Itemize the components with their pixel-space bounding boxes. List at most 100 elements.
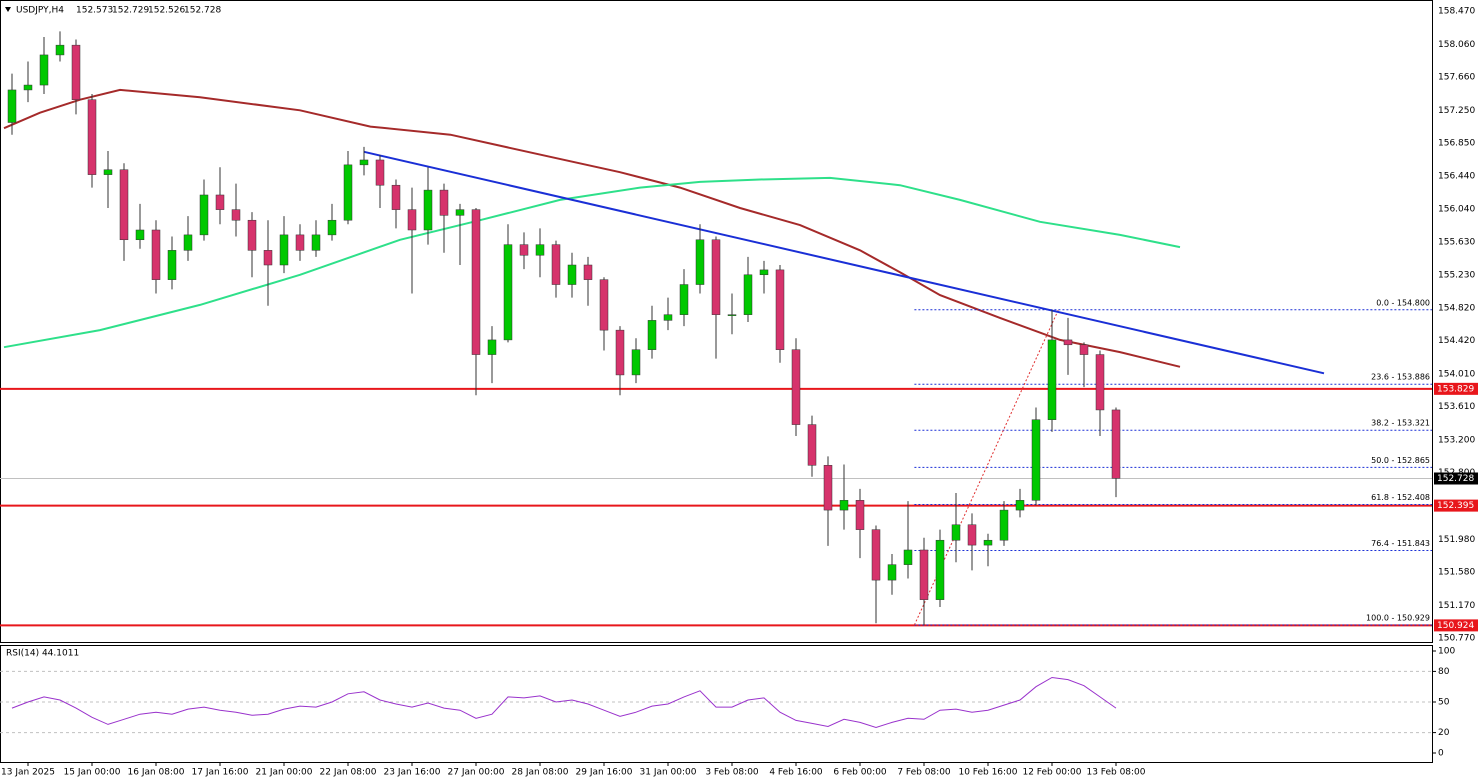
candle-body: [1063, 339, 1073, 346]
y-tick-label: 154.820: [1438, 304, 1475, 314]
x-tick-label: 23 Jan 16:00: [384, 768, 441, 778]
grid-layer: [0, 650, 1436, 766]
candle-body: [167, 250, 177, 280]
label-layer: USDJPY,H4 152.573 152.729 152.526 152.72…: [1, 6, 1478, 778]
candle-body: [583, 264, 593, 280]
rsi-tick-label: 20: [1438, 728, 1450, 738]
candle-body: [119, 169, 129, 241]
candle-body: [903, 549, 913, 565]
candle-body: [23, 84, 33, 91]
candle-body: [375, 159, 385, 186]
candle-body: [295, 234, 305, 251]
header-close: 152.728: [184, 6, 221, 16]
y-tick-label: 156.440: [1438, 172, 1475, 182]
x-tick-label: 16 Jan 08:00: [128, 768, 185, 778]
fib-level-label: 38.2 - 153.321: [1371, 419, 1430, 428]
x-tick-label: 28 Jan 08:00: [512, 768, 569, 778]
y-tick-label: 154.420: [1438, 336, 1475, 346]
candle-body: [647, 320, 657, 350]
candle-body: [727, 314, 737, 316]
candle-body: [951, 524, 961, 541]
x-tick-label: 7 Feb 08:00: [897, 768, 951, 778]
y-tick-label: 150.770: [1438, 633, 1475, 643]
x-tick-label: 13 Feb 08:00: [1086, 768, 1145, 778]
candle-body: [471, 209, 481, 355]
fib-level-label: 100.0 - 150.929: [1366, 613, 1430, 622]
x-tick-label: 13 Jan 2025: [1, 768, 55, 778]
rsi-pane-frame: [0, 645, 1433, 763]
candle-body: [263, 250, 273, 266]
candle-body: [71, 44, 81, 100]
candle-body: [215, 194, 225, 210]
y-tick-label: 151.170: [1438, 601, 1475, 611]
price-label-box: [1434, 382, 1478, 395]
candle-body: [87, 99, 97, 175]
header-high: 152.729: [112, 6, 149, 16]
header-low: 152.526: [148, 6, 185, 16]
x-tick-label: 21 Jan 00:00: [256, 768, 313, 778]
y-tick-label: 157.660: [1438, 72, 1475, 82]
candle-body: [775, 269, 785, 350]
candle-body: [1079, 344, 1089, 355]
candle-body: [759, 269, 769, 276]
candle-body: [855, 500, 865, 530]
candle-body: [695, 239, 705, 285]
x-tick-label: 10 Feb 16:00: [958, 768, 1017, 778]
candle-body: [391, 184, 401, 210]
candle-body: [7, 89, 17, 123]
price-label: 152.728: [1437, 474, 1474, 484]
candle-body: [967, 524, 977, 546]
candle-body: [663, 314, 673, 321]
candle-body: [487, 339, 497, 355]
y-tick-label: 151.980: [1438, 535, 1475, 545]
fib-level-label: 61.8 - 152.408: [1371, 493, 1430, 502]
candle-body: [439, 189, 449, 216]
candle-body: [887, 564, 897, 581]
x-tick-label: 27 Jan 00:00: [448, 768, 505, 778]
candle-body: [103, 169, 113, 175]
menu-arrow: [5, 7, 11, 12]
fib-level-label: 76.4 - 151.843: [1371, 539, 1430, 548]
candle-body: [1031, 419, 1041, 501]
candle-body: [247, 219, 257, 251]
price-label-box: [1434, 499, 1478, 512]
candle-body: [1047, 339, 1057, 420]
candle-body: [839, 500, 849, 511]
candle-body: [919, 549, 929, 600]
candle-body: [983, 539, 993, 546]
candle-body: [39, 54, 49, 86]
x-tick-label: 3 Feb 08:00: [705, 768, 759, 778]
candle-body: [567, 264, 577, 285]
x-tick-label: 6 Feb 00:00: [833, 768, 887, 778]
y-tick-label: 157.250: [1438, 106, 1475, 116]
candle-body: [1095, 354, 1105, 411]
candle-body: [791, 349, 801, 425]
y-tick-label: 151.580: [1438, 567, 1475, 577]
header-open: 152.573: [76, 6, 113, 16]
candle-body: [327, 219, 337, 236]
candle-body: [599, 279, 609, 331]
candle-body: [199, 194, 209, 236]
y-tick-label: 155.230: [1438, 270, 1475, 280]
price-label: 152.395: [1437, 501, 1474, 511]
y-tick-label: 154.010: [1438, 370, 1475, 380]
rsi-title: RSI(14) 44.1011: [6, 649, 79, 659]
moving-average: [3, 176, 1181, 349]
candle-body: [631, 349, 641, 376]
fib-level-label: 50.0 - 152.865: [1371, 456, 1430, 465]
candle-body: [407, 209, 417, 231]
candle-body: [711, 239, 721, 315]
candle-body: [535, 244, 545, 256]
x-tick-label: 12 Feb 00:00: [1022, 768, 1081, 778]
candle-body: [1111, 409, 1121, 479]
candle-body: [311, 234, 321, 251]
price-label: 153.829: [1437, 384, 1474, 394]
candle-body: [55, 44, 65, 56]
y-tick-label: 156.850: [1438, 138, 1475, 148]
trendline: [363, 150, 1325, 375]
candle-body: [503, 244, 513, 341]
y-tick-label: 153.200: [1438, 436, 1475, 446]
candle-body: [279, 234, 289, 266]
